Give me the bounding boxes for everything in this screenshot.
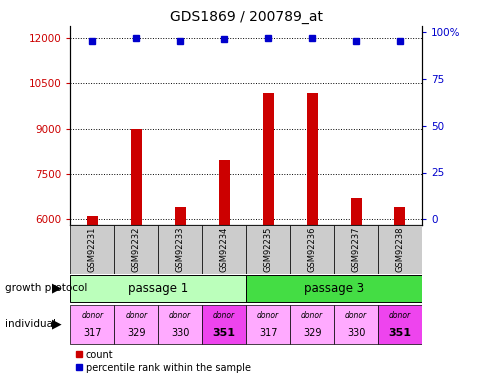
Bar xyxy=(158,304,202,344)
Text: donor: donor xyxy=(301,311,322,320)
Bar xyxy=(333,304,377,344)
Bar xyxy=(245,304,289,344)
Bar xyxy=(70,275,245,302)
Bar xyxy=(393,207,405,225)
Bar xyxy=(245,225,289,274)
Text: GSM92237: GSM92237 xyxy=(351,226,360,272)
Bar xyxy=(377,225,421,274)
Bar xyxy=(114,225,158,274)
Bar xyxy=(87,216,98,225)
Text: 351: 351 xyxy=(388,328,410,339)
Text: growth protocol: growth protocol xyxy=(5,283,87,293)
Text: 330: 330 xyxy=(171,328,189,339)
Bar xyxy=(158,225,202,274)
Text: donor: donor xyxy=(169,311,191,320)
Bar xyxy=(174,207,185,225)
Bar xyxy=(70,225,114,274)
Text: GSM92233: GSM92233 xyxy=(175,226,184,272)
Title: GDS1869 / 200789_at: GDS1869 / 200789_at xyxy=(169,10,322,24)
Text: donor: donor xyxy=(212,311,235,320)
Bar xyxy=(289,225,333,274)
Text: passage 3: passage 3 xyxy=(303,282,363,295)
Bar xyxy=(70,304,114,344)
Text: donor: donor xyxy=(125,311,147,320)
Bar xyxy=(131,129,141,225)
Text: 330: 330 xyxy=(346,328,364,339)
Bar xyxy=(306,93,317,225)
Text: donor: donor xyxy=(344,311,366,320)
Bar xyxy=(377,304,421,344)
Text: donor: donor xyxy=(388,311,410,320)
Bar xyxy=(289,304,333,344)
Text: GSM92232: GSM92232 xyxy=(132,226,140,272)
Text: 329: 329 xyxy=(302,328,321,339)
Text: 329: 329 xyxy=(127,328,145,339)
Bar xyxy=(202,225,245,274)
Text: ▶: ▶ xyxy=(52,282,62,294)
Text: 351: 351 xyxy=(212,328,235,339)
Legend: count, percentile rank within the sample: count, percentile rank within the sample xyxy=(75,350,250,373)
Bar xyxy=(218,160,229,225)
Text: GSM92235: GSM92235 xyxy=(263,226,272,272)
Text: GSM92234: GSM92234 xyxy=(219,226,228,272)
Text: ▶: ▶ xyxy=(52,318,62,331)
Bar xyxy=(262,93,273,225)
Bar xyxy=(350,198,361,225)
Bar xyxy=(333,225,377,274)
Text: passage 1: passage 1 xyxy=(128,282,188,295)
Text: donor: donor xyxy=(81,311,103,320)
Bar xyxy=(245,275,421,302)
Bar xyxy=(114,304,158,344)
Bar xyxy=(202,304,245,344)
Text: 317: 317 xyxy=(83,328,101,339)
Text: GSM92236: GSM92236 xyxy=(307,226,316,272)
Text: individual: individual xyxy=(5,320,56,329)
Text: donor: donor xyxy=(257,311,279,320)
Text: GSM92238: GSM92238 xyxy=(394,226,404,272)
Text: 317: 317 xyxy=(258,328,277,339)
Text: GSM92231: GSM92231 xyxy=(88,226,97,272)
